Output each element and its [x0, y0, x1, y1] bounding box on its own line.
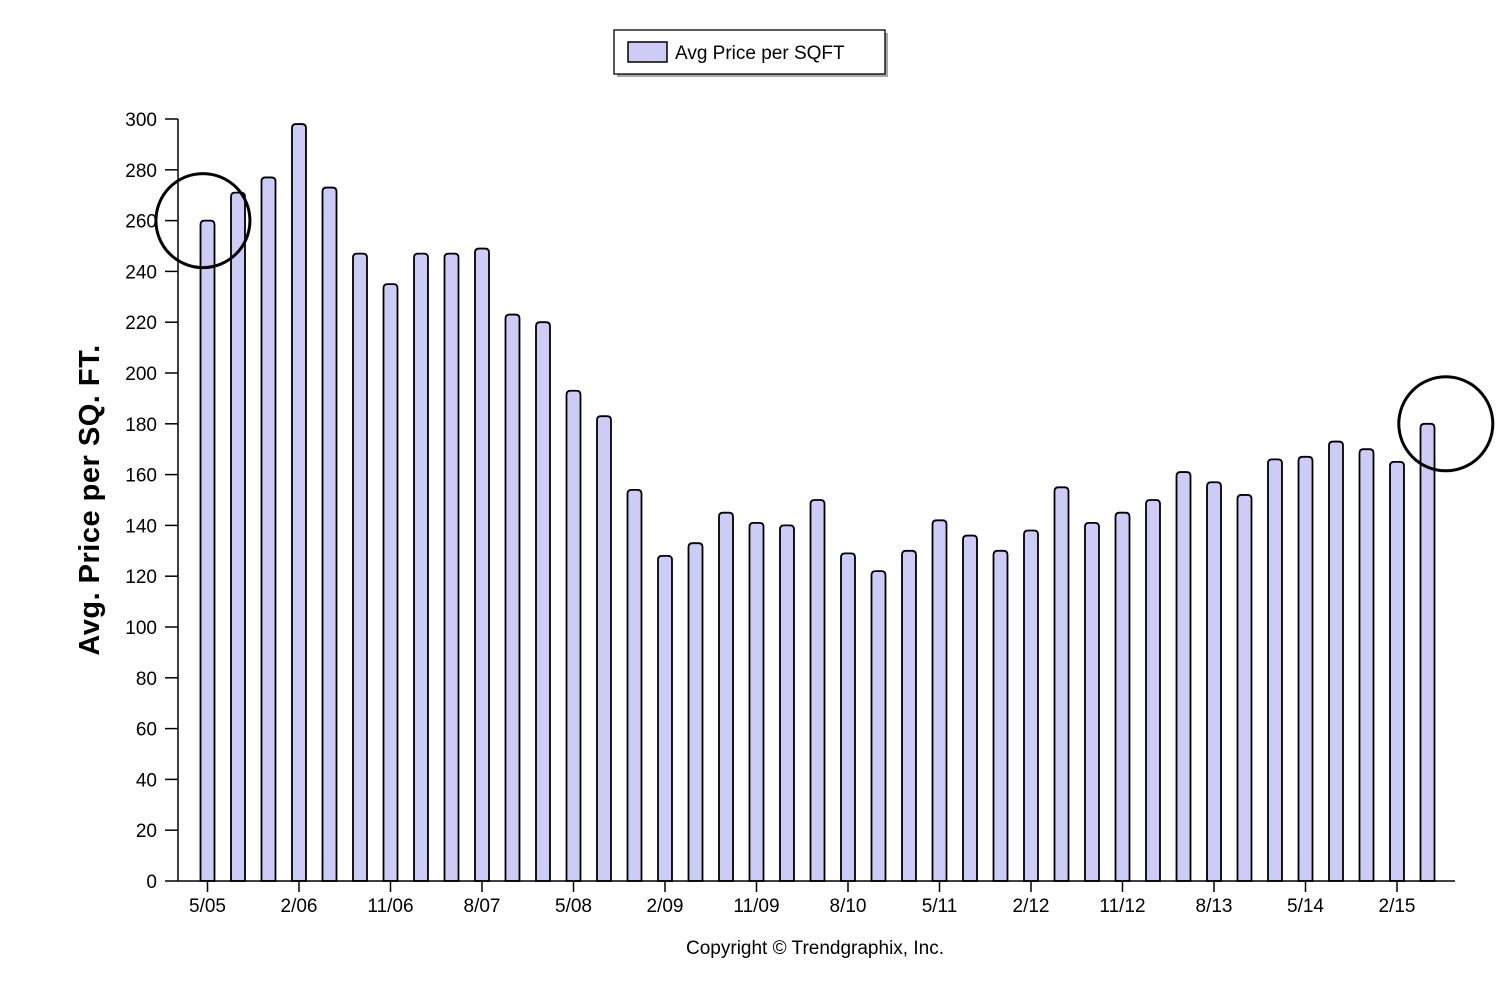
legend-swatch	[627, 41, 668, 63]
highlight-circle	[154, 172, 252, 270]
bar	[535, 321, 551, 882]
y-tick-label: 60	[136, 720, 157, 741]
bar	[962, 534, 978, 882]
bar	[321, 186, 338, 882]
x-tick-label: 5/05	[189, 896, 226, 917]
x-tick-label: 2/12	[1013, 896, 1050, 917]
bar	[779, 524, 795, 882]
y-tick-label: 160	[125, 466, 157, 487]
bar	[1297, 455, 1314, 882]
bar	[443, 252, 460, 882]
bar	[931, 519, 948, 882]
y-tick-label: 240	[125, 262, 157, 283]
y-tick-label: 200	[125, 364, 157, 385]
bar	[901, 549, 917, 882]
x-tick-label: 8/10	[830, 896, 867, 917]
bar	[748, 521, 765, 882]
y-tick-label: 280	[125, 161, 157, 182]
y-tick-label: 260	[125, 212, 157, 233]
y-tick-label: 100	[125, 618, 157, 639]
bar	[1175, 471, 1192, 882]
bar	[352, 252, 368, 882]
bar	[1114, 511, 1131, 882]
x-tick-label: 11/09	[733, 896, 779, 917]
y-axis: 0 20 40 60 80 100 120 140 160 180 200 220 240 260 280 3…	[125, 110, 178, 893]
annotations	[154, 172, 1495, 473]
bar	[840, 552, 856, 882]
y-tick-label: 300	[125, 110, 157, 131]
bar	[413, 252, 429, 882]
highlight-circle	[1397, 375, 1495, 473]
bar	[1358, 448, 1375, 882]
legend: Avg Price per SQFT	[613, 29, 888, 77]
bar	[474, 247, 490, 882]
x-tick-label: 11/06	[367, 896, 413, 917]
x-tick-label: 5/11	[922, 896, 958, 917]
bar	[291, 123, 307, 882]
bar	[199, 219, 216, 882]
x-tick-label: 11/12	[1099, 896, 1145, 917]
y-tick-label: 80	[136, 669, 157, 690]
bar	[718, 511, 734, 882]
x-tick-label: 2/06	[281, 896, 318, 917]
bar	[382, 283, 399, 882]
bar	[1389, 461, 1405, 882]
bar	[1328, 440, 1344, 882]
x-tick-label: 2/09	[647, 896, 684, 917]
x-tick-label: 5/14	[1287, 896, 1324, 917]
x-tick-label: 8/13	[1196, 896, 1233, 917]
y-axis-label: Avg. Price per SQ. FT.	[74, 344, 106, 655]
y-tick-label: 180	[125, 415, 157, 436]
y-tick-label: 40	[136, 770, 157, 791]
bar	[260, 176, 277, 882]
bar	[1236, 494, 1253, 882]
bar	[1267, 458, 1283, 882]
bar	[1206, 481, 1222, 882]
y-tick-label: 0	[146, 872, 157, 893]
bar	[596, 415, 612, 882]
bar	[504, 313, 521, 882]
bar	[1145, 499, 1161, 882]
bar	[657, 554, 673, 882]
bar	[1084, 521, 1100, 882]
bar	[1023, 529, 1039, 882]
x-axis: 5/05 2/06 11/06 8/07 5/08 2/09 11/09 8/10 5/11 2/…	[189, 881, 1415, 917]
bars	[199, 123, 1436, 882]
y-tick-label: 140	[125, 516, 157, 537]
bar	[687, 542, 704, 882]
bar	[809, 499, 826, 882]
bar	[1053, 486, 1070, 882]
copyright: Copyright © Trendgraphix, Inc.	[686, 938, 944, 959]
bar	[230, 191, 246, 882]
y-tick-label: 220	[125, 313, 157, 334]
bar	[626, 488, 643, 882]
x-tick-label: 2/15	[1379, 896, 1416, 917]
y-tick-label: 120	[125, 567, 157, 588]
bar	[992, 549, 1009, 882]
bar	[870, 570, 887, 882]
bar	[565, 389, 582, 882]
x-tick-label: 8/07	[464, 896, 501, 917]
legend-label: Avg Price per SQFT	[675, 43, 845, 64]
y-tick-label: 20	[136, 821, 157, 842]
bar	[1419, 422, 1436, 882]
x-tick-label: 5/08	[555, 896, 592, 917]
